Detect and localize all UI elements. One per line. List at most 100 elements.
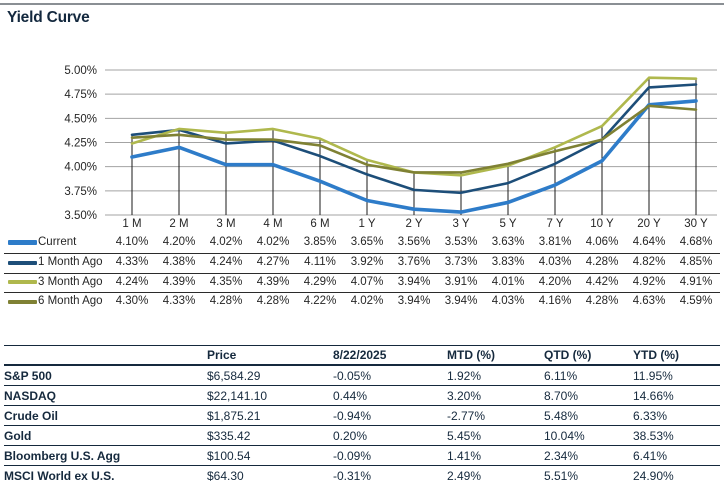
legend-row: 3 Month Ago 4.24% 4.39% 4.35% 4.39% 4.29% 4.07… xyxy=(0,273,724,293)
yield-value-cell: 4.24% xyxy=(115,275,149,288)
yield-value-cell: 3.85% xyxy=(303,236,337,248)
yield-value-cell: 4.28% xyxy=(256,295,290,308)
yield-value-cell: 3.94% xyxy=(397,295,431,308)
x-axis-tick-label: 2 M xyxy=(169,218,188,230)
instrument-name-cell: Gold xyxy=(4,425,207,446)
table-cell: 38.53% xyxy=(633,425,720,446)
table-cell: 2.34% xyxy=(544,445,633,466)
yield-value-cell: 4.59% xyxy=(679,295,713,308)
column-header xyxy=(4,345,207,366)
market-summary-table: Price 8/22/2025 MTD (%) QTD (%) YTD (%) S&P … xyxy=(4,345,720,483)
instrument-name-cell: S&P 500 xyxy=(4,365,207,386)
yield-value-cell: 4.30% xyxy=(115,295,149,308)
yield-value-cell: 4.20% xyxy=(162,236,196,248)
x-axis-tick-label: 1 Y xyxy=(358,218,375,230)
y-axis-tick-label: 4.75% xyxy=(64,89,97,101)
yield-value-cell: 3.53% xyxy=(444,236,478,248)
yield-value-cell: 4.07% xyxy=(350,275,384,288)
yield-value-cell: 4.02% xyxy=(350,295,384,308)
table-cell: $1,875.21 xyxy=(207,405,333,426)
yield-value-cell: 4.42% xyxy=(585,275,619,288)
x-axis-tick-label: 7 Y xyxy=(546,218,563,230)
x-axis-tick-label: 10 Y xyxy=(590,218,614,230)
yield-value-cell: 4.28% xyxy=(585,295,619,308)
table-row: NASDAQ $22,141.10 0.44% 3.20% 8.70% 14.66% xyxy=(4,385,720,406)
x-axis-tick-label: 4 M xyxy=(263,218,282,230)
yield-value-cell: 4.24% xyxy=(209,255,243,268)
table-row: MSCI World ex U.S. $64.30 -0.31% 2.49% 5.51%… xyxy=(4,466,720,483)
yield-value-cell: 4.10% xyxy=(115,236,149,248)
x-axis-tick-label: 30 Y xyxy=(684,218,708,230)
top-divider-rule xyxy=(0,3,724,5)
table-cell: 5.45% xyxy=(447,425,544,446)
yield-value-cell: 3.94% xyxy=(397,275,431,288)
market-table-header: Price 8/22/2025 MTD (%) QTD (%) YTD (%) xyxy=(4,345,720,366)
table-row: S&P 500 $6,584.29 -0.05% 1.92% 6.11% 11.95% xyxy=(4,365,720,386)
legend-row-separator xyxy=(4,292,720,294)
yield-value-cell: 4.85% xyxy=(679,255,713,268)
legend-row: 6 Month Ago 4.30% 4.33% 4.28% 4.28% 4.22% 4.02… xyxy=(0,292,724,312)
table-cell: -0.05% xyxy=(333,365,447,386)
legend-row: Current 4.10% 4.20% 4.02% 4.02% 3.85% 3.65% 3.5… xyxy=(0,233,724,253)
yield-value-cell: 4.39% xyxy=(162,275,196,288)
yield-value-cell: 3.92% xyxy=(350,255,384,268)
table-cell: 6.33% xyxy=(633,405,720,426)
legend-series-label: 3 Month Ago xyxy=(38,275,103,288)
table-row: Bloomberg U.S. Agg $100.54 -0.09% 1.41% 2.34… xyxy=(4,445,720,466)
market-table-body: S&P 500 $6,584.29 -0.05% 1.92% 6.11% 11.95% NA… xyxy=(4,365,720,483)
yield-value-cell: 3.81% xyxy=(538,236,572,248)
table-cell: 24.90% xyxy=(633,468,674,483)
table-cell: -0.31% xyxy=(333,468,372,483)
x-axis-tick-label: 20 Y xyxy=(637,218,661,230)
table-cell: 11.95% xyxy=(633,365,720,386)
yield-value-cell: 4.82% xyxy=(632,255,666,268)
column-header: YTD (%) xyxy=(633,345,720,366)
x-axis-tick-label: 1 M xyxy=(122,218,141,230)
y-axis-tick-label: 4.25% xyxy=(64,138,97,150)
y-axis-tick-label: 3.50% xyxy=(64,210,97,222)
table-cell: 5.51% xyxy=(544,468,579,483)
series-line-current xyxy=(130,99,698,214)
table-cell: 1.41% xyxy=(447,445,544,466)
table-cell: $64.30 xyxy=(207,468,244,483)
instrument-name-cell: MSCI World ex U.S. xyxy=(4,468,115,483)
yield-value-cell: 4.33% xyxy=(115,255,149,268)
legend-series-label: 6 Month Ago xyxy=(38,295,103,308)
yield-value-cell: 4.39% xyxy=(256,275,290,288)
table-cell: 3.20% xyxy=(447,385,544,406)
x-axis-tick-label: 3 Y xyxy=(452,218,469,230)
yield-value-cell: 4.02% xyxy=(209,236,243,248)
yield-value-cell: 4.38% xyxy=(162,255,196,268)
y-axis-tick-label: 4.00% xyxy=(64,162,97,174)
column-header: MTD (%) xyxy=(447,345,544,366)
table-cell: 8.70% xyxy=(544,385,633,406)
legend-line-swatch xyxy=(8,300,37,305)
column-header: Price xyxy=(207,345,333,366)
table-cell: $6,584.29 xyxy=(207,365,333,386)
table-cell: 6.41% xyxy=(633,445,720,466)
y-axis-tick-label: 5.00% xyxy=(64,65,97,77)
column-header: 8/22/2025 xyxy=(333,345,447,366)
table-cell: -0.94% xyxy=(333,405,447,426)
table-cell: 14.66% xyxy=(633,385,720,406)
yield-value-cell: 4.35% xyxy=(209,275,243,288)
yield-value-cell: 3.94% xyxy=(444,295,478,308)
x-axis-tick-label: 2 Y xyxy=(405,218,422,230)
yield-value-cell: 4.03% xyxy=(538,255,572,268)
table-row: Gold $335.42 0.20% 5.45% 10.04% 38.53% xyxy=(4,425,720,446)
yield-value-cell: 4.91% xyxy=(679,275,713,288)
table-cell: 0.20% xyxy=(333,425,447,446)
yield-value-cell: 4.11% xyxy=(304,255,336,268)
x-axis-tick-label: 5 Y xyxy=(499,218,516,230)
yield-value-cell: 4.28% xyxy=(585,255,619,268)
yield-value-cell: 4.20% xyxy=(538,275,572,288)
yield-value-cell: 4.01% xyxy=(491,275,525,288)
table-cell: $335.42 xyxy=(207,425,333,446)
legend-line-swatch xyxy=(8,260,37,265)
yield-value-cell: 4.28% xyxy=(209,295,243,308)
table-cell: 6.11% xyxy=(544,365,633,386)
legend-series-label: 1 Month Ago xyxy=(38,255,103,268)
yield-value-cell: 4.16% xyxy=(538,295,572,308)
yield-value-cell: 4.27% xyxy=(256,255,290,268)
